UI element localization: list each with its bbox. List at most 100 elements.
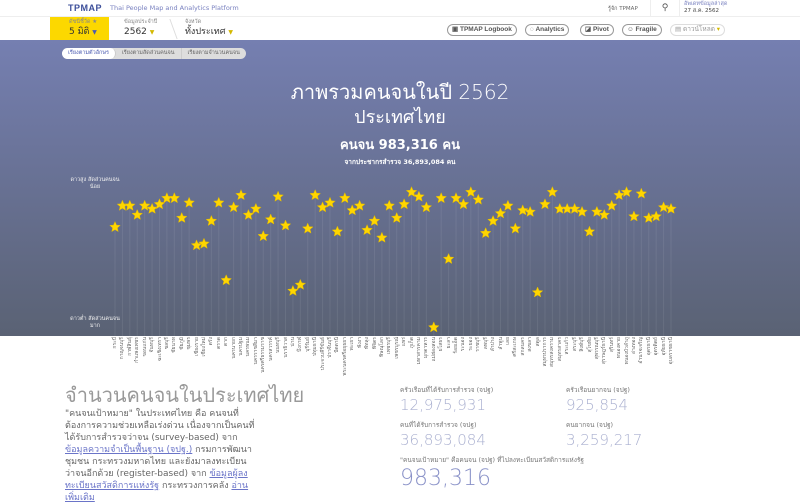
province-star[interactable]	[516, 204, 529, 216]
province-label[interactable]: นครพนม	[245, 337, 252, 357]
province-label[interactable]: อุบลราชธานี	[668, 337, 674, 365]
province-star[interactable]	[427, 321, 440, 333]
province-label[interactable]: เชียงใหม่	[201, 337, 207, 357]
province-star[interactable]	[628, 210, 640, 222]
logbook-button[interactable]: ▣ TPMAP Logbook	[447, 24, 517, 36]
province-label[interactable]: ตราด	[215, 337, 222, 349]
province-star[interactable]	[598, 208, 611, 220]
province-star[interactable]	[109, 220, 121, 233]
province-star[interactable]	[123, 199, 136, 211]
province-label[interactable]: เลย	[504, 337, 511, 345]
province-star[interactable]	[353, 199, 366, 211]
index-filter[interactable]: ดัชนีชี้วัด ★ 5 มิติ ▼	[50, 17, 109, 40]
province-star[interactable]	[272, 190, 284, 202]
province-label[interactable]: มุกดาหาร	[423, 337, 430, 359]
province-star[interactable]	[524, 205, 537, 217]
province-label[interactable]: สุรินทร์	[608, 337, 615, 353]
province-label[interactable]: สมุทรสงคราม	[549, 337, 556, 367]
province-label[interactable]: น่าน	[289, 337, 296, 347]
province-star[interactable]	[635, 187, 648, 199]
province-label[interactable]: พิจิตร	[371, 337, 378, 350]
province-star[interactable]	[390, 211, 403, 223]
province-label[interactable]: บึงกาฬ	[297, 337, 304, 352]
province-star[interactable]	[301, 222, 314, 234]
province-label[interactable]: แม่ฮ่องสอน	[430, 337, 437, 362]
province-label[interactable]: ศรีสะเกษ	[512, 337, 519, 357]
province-label[interactable]: แพร่	[401, 337, 408, 347]
province-star[interactable]	[405, 186, 418, 198]
province-label[interactable]: หนองคาย	[616, 337, 623, 359]
province-star[interactable]	[198, 237, 210, 249]
province-label[interactable]: กาฬสินธุ์	[126, 337, 133, 356]
province-label[interactable]: อุทัยธานี	[660, 337, 667, 356]
province-star[interactable]	[546, 186, 559, 198]
province-star[interactable]	[368, 214, 381, 227]
province-star[interactable]	[309, 189, 322, 201]
province-star[interactable]	[294, 278, 307, 290]
province-star[interactable]	[212, 196, 225, 208]
province-star[interactable]	[413, 190, 425, 202]
province-label[interactable]: ราชบุรี	[475, 337, 482, 352]
province-label[interactable]: สกลนคร	[519, 337, 526, 356]
province-label[interactable]: ตรัง	[208, 337, 215, 346]
province-star[interactable]	[168, 192, 181, 204]
province-star[interactable]	[665, 202, 677, 214]
tab-sort-count[interactable]: เรียงตามจำนวนคนจน	[187, 50, 240, 56]
province-star[interactable]	[375, 231, 388, 243]
province-label[interactable]: ชัยนาท	[171, 337, 178, 353]
province-label[interactable]: มหาสารคาม	[415, 337, 422, 365]
province-label[interactable]: กระบี่	[112, 337, 118, 349]
province-star[interactable]	[487, 214, 499, 227]
province-label[interactable]: ลำพูน	[497, 337, 504, 350]
tab-sort-alphabet[interactable]: เรียงตามตัวอักษร	[62, 48, 116, 59]
province-star[interactable]	[398, 198, 411, 210]
province-label[interactable]: ปทุมธานี	[312, 337, 319, 357]
province-label[interactable]: เพชรบุรี	[386, 337, 393, 354]
province-star[interactable]	[620, 186, 633, 198]
province-star[interactable]	[613, 189, 625, 201]
province-label[interactable]: ปัตตานี	[334, 337, 341, 353]
province-label[interactable]: ชุมพร	[186, 337, 193, 350]
province-label[interactable]: นครราชสีมา	[252, 337, 259, 365]
province-label[interactable]: นครศรีธรรมราช	[260, 337, 267, 373]
province-label[interactable]: พะเยา	[349, 337, 356, 351]
province-label[interactable]: เพชรบูรณ์	[393, 337, 400, 359]
tpmap-logo[interactable]: TPMAP	[68, 3, 102, 13]
province-star[interactable]	[502, 199, 514, 211]
read-more-link[interactable]: อ่านเพิ่มเติม	[65, 481, 249, 503]
province-label[interactable]: ปราจีนบุรี	[327, 337, 333, 358]
province-star[interactable]	[331, 225, 344, 237]
province-star[interactable]	[279, 219, 292, 231]
link-jpt[interactable]: ข้อมูลความจำเป็นพื้นฐาน (จปฐ.)	[65, 445, 193, 455]
province-star[interactable]	[383, 199, 396, 211]
province-label[interactable]: สุพรรณบุรี	[593, 337, 600, 360]
province-label[interactable]: ภูเก็ต	[408, 337, 415, 349]
province-star[interactable]	[479, 227, 492, 239]
province-star[interactable]	[146, 202, 158, 214]
province-star[interactable]	[472, 193, 485, 205]
province-label[interactable]: อุตรดิตถ์	[653, 337, 660, 356]
fragile-button[interactable]: ☺ Fragile	[622, 24, 662, 36]
province-star[interactable]	[316, 201, 329, 213]
province-label[interactable]: อำนาจเจริญ	[638, 337, 645, 364]
province-label[interactable]: พังงา	[356, 337, 363, 348]
province-label[interactable]: ชลบุรี	[163, 337, 170, 350]
province-label[interactable]: สุโขทัย	[586, 337, 593, 353]
province-label[interactable]: กำแพงเพชร	[134, 337, 141, 363]
province-label[interactable]: ระนอง	[460, 337, 467, 352]
province-label[interactable]: จันทบุรี	[149, 337, 156, 353]
province-star[interactable]	[531, 286, 544, 298]
province-star[interactable]	[264, 213, 277, 225]
province-star[interactable]	[361, 224, 373, 236]
province-label[interactable]: สุราษฎร์ธานี	[601, 337, 608, 365]
province-star[interactable]	[494, 207, 507, 219]
province-label[interactable]: กาญจนบุรี	[119, 337, 126, 360]
province-star[interactable]	[175, 211, 188, 223]
analytics-button[interactable]: ◌ Analytics	[525, 24, 570, 36]
province-label[interactable]: นครปฐม	[238, 337, 244, 356]
province-label[interactable]: สงขลา	[527, 337, 534, 352]
province-label[interactable]: นครนายก	[230, 337, 237, 359]
download-button[interactable]: ▤ ดาวน์โหลด ▾	[670, 24, 725, 36]
province-label[interactable]: ระยอง	[467, 337, 474, 351]
province-star[interactable]	[464, 186, 477, 198]
